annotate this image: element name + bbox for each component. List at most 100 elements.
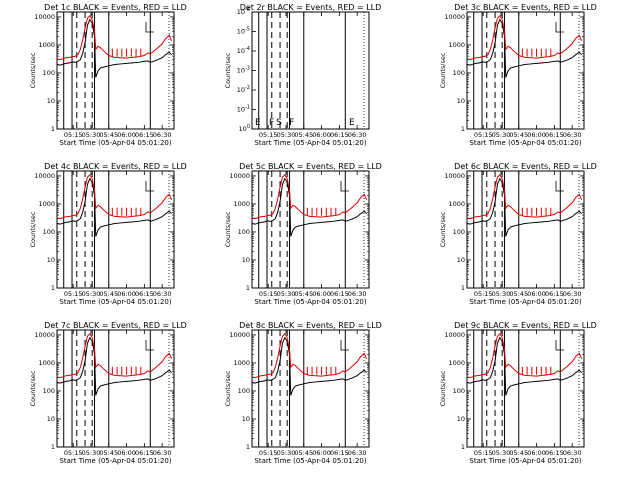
y-tick-label: 10 <box>457 415 465 423</box>
events-series-line <box>466 177 582 237</box>
y-axis-label: Counts/sec <box>439 211 447 247</box>
panel-title: Det 3c BLACK = Events, RED = LLD <box>454 3 597 12</box>
x-tick-label: 06:00 <box>527 290 546 298</box>
events-series-line <box>56 18 172 78</box>
y-tick-label: 1000 <box>38 359 55 367</box>
panel-6: Det 6c BLACK = Events, RED = LLD 1 10 100 10… <box>439 162 597 306</box>
x-tick-label: 06:30 <box>563 290 582 298</box>
step-marker <box>145 181 154 192</box>
y-tick-label: 10000 <box>34 172 55 180</box>
phase-marker: E <box>255 118 261 128</box>
x-tick-label: 05:30 <box>277 449 296 457</box>
y-tick-label: 10000 <box>34 13 55 21</box>
y-axis-label: Counts/sec <box>224 52 232 88</box>
lld-series-line <box>251 332 368 379</box>
x-tick-label: 06:15 <box>330 131 349 139</box>
x-tick-label: 06:30 <box>153 131 172 139</box>
x-tick-label: 06:30 <box>153 449 172 457</box>
x-tick-label: 06:15 <box>545 131 564 139</box>
y-tick-label: 10 <box>47 256 55 264</box>
y-tick-label: 10-6 <box>237 7 250 16</box>
x-tick-label: 06:30 <box>153 290 172 298</box>
lld-series-line <box>56 14 173 61</box>
step-marker <box>145 22 154 33</box>
y-tick-label: 1000 <box>448 200 465 208</box>
y-tick-label: 1000 <box>448 41 465 49</box>
y-axis-label: Counts/sec <box>29 211 37 247</box>
y-tick-label: 100 <box>238 228 250 236</box>
y-axis-label: Counts/sec <box>439 52 447 88</box>
x-axis-label: Start Time (05-Apr-04 05:01:20) <box>254 457 366 465</box>
step-marker <box>555 340 564 351</box>
panel-title: Det 7c BLACK = Events, RED = LLD <box>44 321 187 330</box>
y-axis-label: Counts/sec <box>29 52 37 88</box>
x-tick-label: 05:45 <box>99 131 118 139</box>
y-tick-label: 10 <box>47 97 55 105</box>
y-tick-label: 10-2 <box>237 85 250 94</box>
x-tick-label: 05:15 <box>259 449 278 457</box>
events-series-line <box>56 177 172 237</box>
y-tick-label: 1 <box>246 443 250 451</box>
step-marker <box>340 181 349 192</box>
axes-frame <box>466 329 585 448</box>
x-tick-label: 05:45 <box>509 131 528 139</box>
y-tick-label: 1 <box>461 284 465 292</box>
panel-title: Det 2r BLACK = Events, RED = LLD <box>240 3 382 12</box>
y-tick-label: 1 <box>51 443 55 451</box>
panel-title: Det 4c BLACK = Events, RED = LLD <box>44 162 187 171</box>
lld-series-line <box>466 332 583 379</box>
panel-2: Det 2r BLACK = Events, RED = LLD 100 10-1 1… <box>224 3 381 147</box>
panel-1: Det 1c BLACK = Events, RED = LLD 1 10 100 10… <box>29 3 187 147</box>
x-tick-label: 06:15 <box>135 290 154 298</box>
y-tick-label: 10000 <box>34 331 55 339</box>
y-tick-label: 1 <box>461 443 465 451</box>
y-tick-label: 100 <box>43 228 55 236</box>
axes-frame <box>56 170 175 289</box>
y-tick-label: 10 <box>457 97 465 105</box>
y-tick-label: 1000 <box>233 200 250 208</box>
x-axis-label: Start Time (05-Apr-04 05:01:20) <box>254 139 366 147</box>
x-tick-label: 06:30 <box>563 449 582 457</box>
y-tick-label: 100 <box>453 228 465 236</box>
y-tick-label: 10000 <box>444 172 465 180</box>
events-series-line <box>466 336 582 396</box>
x-tick-label: 06:15 <box>330 449 349 457</box>
y-tick-label: 10000 <box>444 13 465 21</box>
phase-marker: S <box>276 118 282 128</box>
x-tick-label: 05:30 <box>492 449 511 457</box>
x-tick-label: 06:00 <box>312 131 331 139</box>
y-tick-label: 100 <box>238 387 250 395</box>
axes-frame <box>56 11 175 130</box>
axes-frame <box>56 329 175 448</box>
x-tick-label: 05:30 <box>277 131 296 139</box>
y-tick-label: 1 <box>246 284 250 292</box>
lld-series-line <box>251 173 368 220</box>
x-tick-label: 05:15 <box>64 449 83 457</box>
x-tick-label: 06:30 <box>563 131 582 139</box>
x-tick-label: 05:15 <box>474 290 493 298</box>
panel-9: Det 9c BLACK = Events, RED = LLD 1 10 100 10… <box>439 321 597 465</box>
x-tick-label: 06:30 <box>348 449 367 457</box>
step-marker <box>555 22 564 33</box>
x-tick-label: 06:15 <box>135 131 154 139</box>
y-tick-label: 10000 <box>229 331 250 339</box>
axes-frame <box>251 170 370 289</box>
x-tick-label: 05:30 <box>82 290 101 298</box>
x-tick-label: 05:15 <box>474 131 493 139</box>
y-tick-label: 10000 <box>444 331 465 339</box>
y-tick-label: 1000 <box>38 41 55 49</box>
x-axis-label: Start Time (05-Apr-04 05:01:20) <box>59 457 171 465</box>
x-tick-label: 05:15 <box>259 131 278 139</box>
y-axis-label: Counts/sec <box>439 370 447 406</box>
y-tick-label: 10 <box>457 256 465 264</box>
x-tick-label: 05:30 <box>277 290 296 298</box>
lld-series-line <box>56 173 173 220</box>
y-tick-label: 10-3 <box>237 66 250 75</box>
panel-4: Det 4c BLACK = Events, RED = LLD 1 10 100 10… <box>29 162 187 306</box>
x-tick-label: 06:15 <box>545 290 564 298</box>
y-tick-label: 10 <box>242 415 250 423</box>
x-tick-label: 05:30 <box>82 449 101 457</box>
events-series-line <box>56 336 172 396</box>
panel-title: Det 9c BLACK = Events, RED = LLD <box>454 321 597 330</box>
x-tick-label: 06:00 <box>117 449 136 457</box>
